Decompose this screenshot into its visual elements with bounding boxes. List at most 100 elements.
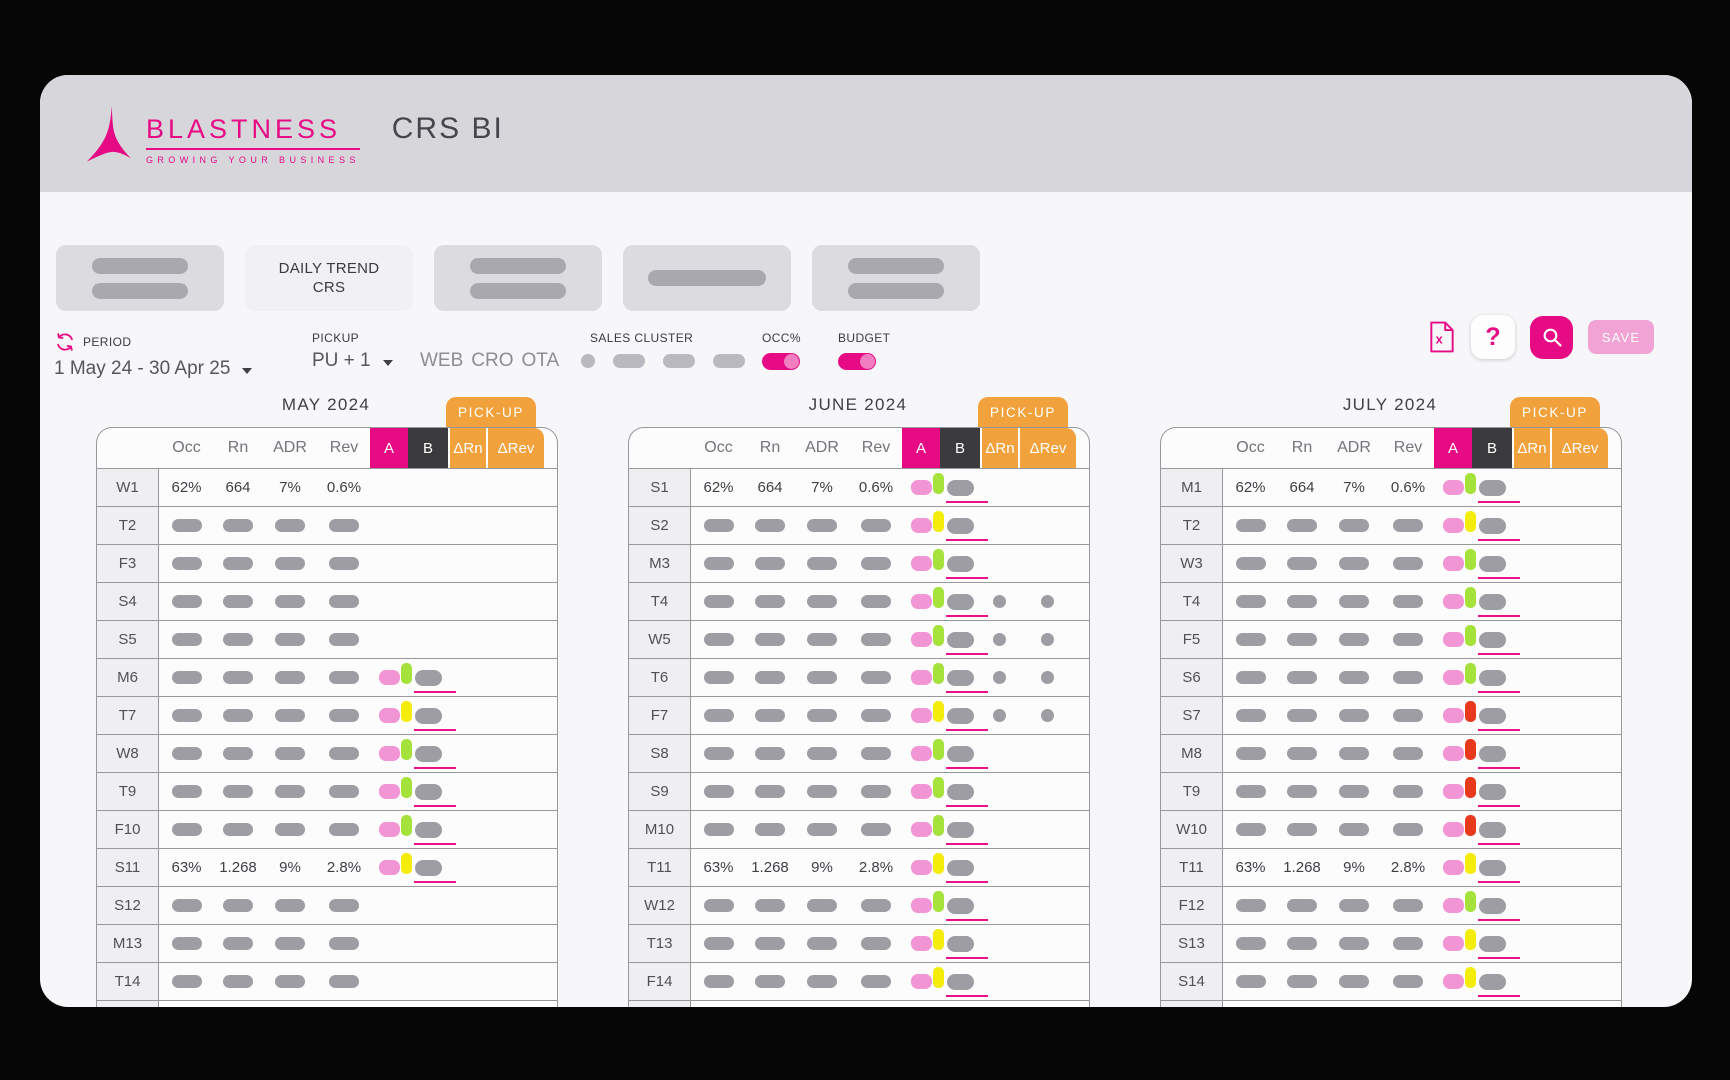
value-placeholder-pill [703, 975, 734, 988]
pickup-placeholder-pill [415, 745, 442, 762]
pickup-tab[interactable]: PICK-UP [1510, 397, 1600, 427]
cluster-option-ota[interactable]: OTA [521, 350, 560, 371]
cell-b [408, 621, 448, 658]
cell-delta-rev [1018, 621, 1076, 658]
value-placeholder-pill [1235, 899, 1266, 912]
table-row[interactable]: T2 [1161, 506, 1621, 544]
tab-placeholder[interactable] [56, 245, 224, 311]
search-icon [1543, 328, 1562, 347]
row-day-label [97, 1001, 159, 1007]
value-placeholder-pill [223, 785, 253, 798]
table-row[interactable]: T6 [629, 658, 1089, 696]
table-row[interactable]: S6 [1161, 658, 1621, 696]
tab-placeholder[interactable] [812, 245, 980, 311]
indicator-b-pill [933, 815, 944, 836]
table-row[interactable]: T4 [629, 582, 1089, 620]
table-row[interactable]: T9 [97, 772, 557, 810]
table-row[interactable]: M8 [1161, 734, 1621, 772]
indicator-a-pill [1442, 480, 1464, 495]
cluster-option-cro[interactable]: CRO [471, 350, 514, 371]
cell-filler [544, 469, 557, 506]
tab-placeholder[interactable] [623, 245, 791, 311]
table-row[interactable]: T2 [97, 506, 557, 544]
table-row[interactable]: S7 [1161, 696, 1621, 734]
table-row[interactable]: T7 [97, 696, 557, 734]
table-row[interactable]: F12 [1161, 886, 1621, 924]
table-row[interactable]: M1 62% 664 7% 0.6% [1161, 468, 1621, 506]
help-button[interactable]: ? [1471, 315, 1515, 359]
table-row[interactable]: W10 [1161, 810, 1621, 848]
header-rn: Rn [759, 439, 781, 456]
indicator-b-pill [933, 929, 944, 950]
cell-delta-rev [1018, 735, 1076, 772]
table-row[interactable]: S14 [1161, 962, 1621, 1000]
pickup-filter[interactable]: PICKUP PU + 1 [312, 331, 393, 372]
blastness-logo: BLASTNESS GROWING YOUR BUSINESS [86, 103, 360, 165]
month-title: MAY 2024 [281, 395, 371, 414]
cell-occ [691, 507, 746, 544]
cluster-placeholder-dot[interactable] [581, 354, 596, 368]
chevron-down-icon [242, 367, 253, 374]
pickup-tab[interactable]: PICK-UP [446, 397, 536, 427]
table-row[interactable]: S1 62% 664 7% 0.6% [629, 468, 1089, 506]
table-row[interactable]: S8 [629, 734, 1089, 772]
period-filter[interactable]: PERIOD 1 May 24 - 30 Apr 25 [54, 331, 253, 380]
cell-rn [214, 621, 262, 658]
excel-export-icon[interactable]: x [1428, 321, 1456, 353]
table-row[interactable]: S13 [1161, 924, 1621, 962]
cell-delta-rn [980, 697, 1018, 734]
table-row[interactable]: F10 [97, 810, 557, 848]
value-placeholder-pill [1235, 519, 1266, 532]
table-row[interactable]: F14 [629, 962, 1089, 1000]
table-row[interactable]: F7 [629, 696, 1089, 734]
table-row[interactable]: S12 [97, 886, 557, 924]
table-row[interactable]: M6 [97, 658, 557, 696]
table-row[interactable]: T11 63% 1.268 9% 2.8% [1161, 848, 1621, 886]
cell-rev [850, 545, 902, 582]
cluster-placeholder-pill[interactable] [713, 354, 746, 368]
cell-rn [1278, 507, 1326, 544]
table-row[interactable]: M13 [97, 924, 557, 962]
table-row[interactable]: W1 62% 664 7% 0.6% [97, 468, 557, 506]
pickup-placeholder-pill [415, 821, 442, 838]
cell-rev [1382, 811, 1434, 848]
indicator-a-pill [378, 746, 400, 761]
value-placeholder-pill [171, 975, 202, 988]
pickup-placeholder-pill [947, 707, 974, 724]
table-row[interactable]: F5 [1161, 620, 1621, 658]
table-row[interactable]: T14 [97, 962, 557, 1000]
pickup-value[interactable]: PU + 1 [312, 350, 371, 371]
table-row[interactable]: F3 [97, 544, 557, 582]
table-row[interactable]: S5 [97, 620, 557, 658]
save-button[interactable]: SAVE [1588, 320, 1654, 354]
occ-toggle[interactable] [762, 353, 800, 370]
table-row[interactable]: S9 [629, 772, 1089, 810]
cluster-placeholder-pill[interactable] [663, 354, 696, 368]
cell-a [370, 507, 408, 544]
pickup-tab[interactable]: PICK-UP [978, 397, 1068, 427]
table-row[interactable]: S11 63% 1.268 9% 2.8% [97, 848, 557, 886]
cluster-option-web[interactable]: WEB [420, 350, 464, 371]
table-row[interactable]: T11 63% 1.268 9% 2.8% [629, 848, 1089, 886]
table-row[interactable]: W5 [629, 620, 1089, 658]
table-row[interactable]: M10 [629, 810, 1089, 848]
table-row[interactable]: T4 [1161, 582, 1621, 620]
table-row[interactable]: W3 [1161, 544, 1621, 582]
budget-toggle[interactable] [838, 353, 876, 370]
table-row[interactable]: W12 [629, 886, 1089, 924]
table-row[interactable]: W8 [97, 734, 557, 772]
table-row[interactable]: S2 [629, 506, 1089, 544]
tab-daily-trend-crs[interactable]: DAILY TREND CRS [245, 245, 413, 311]
table-row[interactable]: M3 [629, 544, 1089, 582]
tab-placeholder[interactable] [434, 245, 602, 311]
cluster-placeholder-pill[interactable] [613, 354, 646, 368]
search-button[interactable] [1530, 315, 1573, 359]
value-placeholder-pill [861, 747, 891, 760]
cell-delta-rn [448, 507, 486, 544]
period-value[interactable]: 1 May 24 - 30 Apr 25 [54, 358, 231, 379]
row-day-label: S8 [629, 735, 691, 772]
table-row[interactable]: T13 [629, 924, 1089, 962]
table-row[interactable]: S4 [97, 582, 557, 620]
table-row[interactable]: T9 [1161, 772, 1621, 810]
cell-b [1465, 469, 1520, 506]
